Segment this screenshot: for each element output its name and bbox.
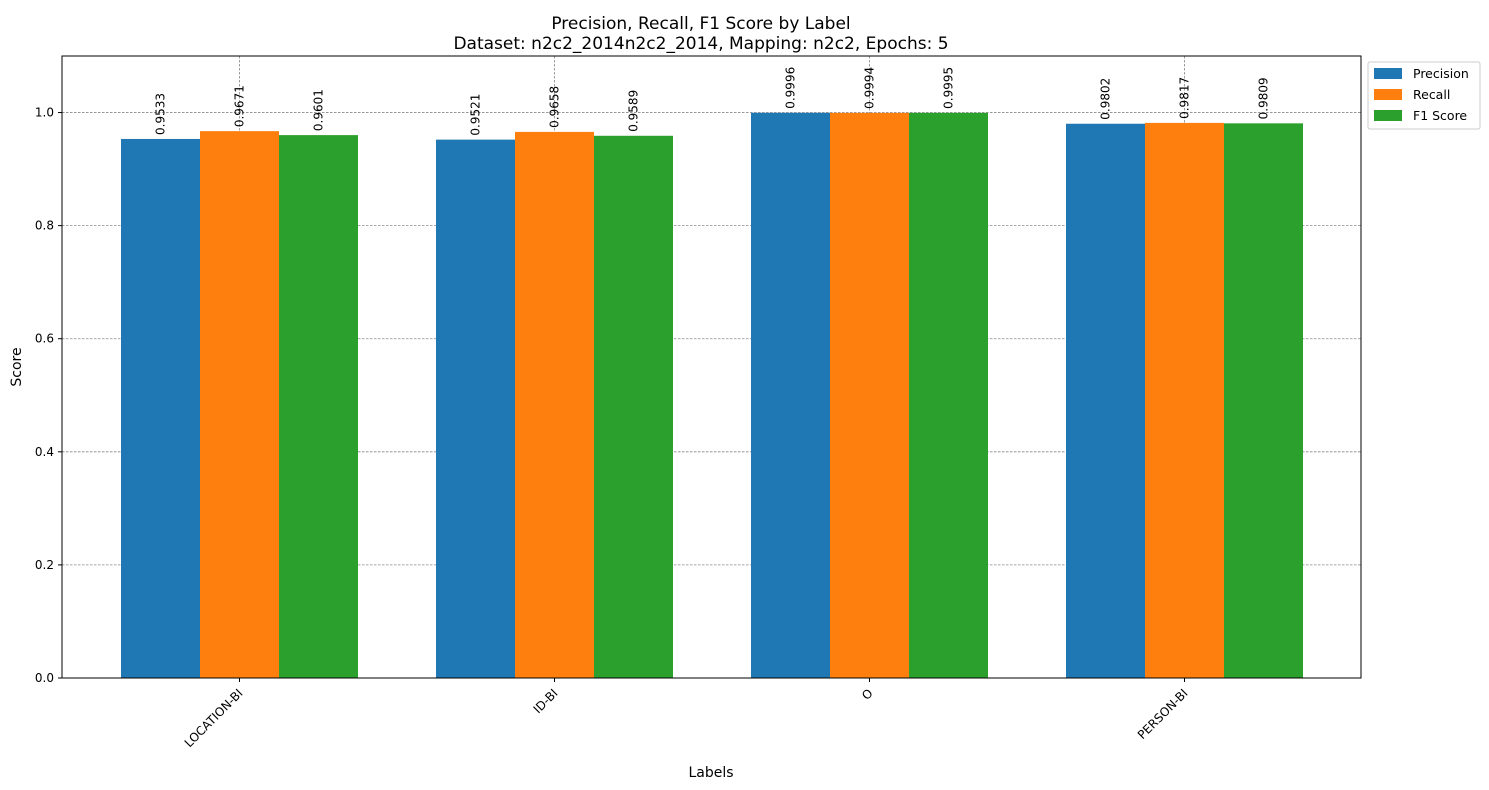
bar-value-label: 0.9802 bbox=[1099, 78, 1113, 120]
x-tick-label: LOCATION-BI bbox=[182, 686, 246, 750]
bar bbox=[1066, 123, 1145, 678]
bar-value-label: 0.9809 bbox=[1257, 77, 1271, 119]
bar bbox=[594, 135, 673, 678]
y-tick-label: 0.2 bbox=[35, 558, 54, 572]
legend-swatch bbox=[1374, 68, 1402, 79]
legend-entry: F1 Score bbox=[1413, 108, 1467, 123]
bar-value-label: 0.9521 bbox=[469, 94, 483, 136]
bar-value-label: 0.9589 bbox=[627, 90, 641, 132]
bar bbox=[279, 135, 358, 679]
bar bbox=[1224, 123, 1303, 678]
x-axis-ticks: LOCATION-BI ID-BI O PERSON-BI bbox=[182, 678, 1191, 750]
x-tick-label: O bbox=[859, 686, 876, 703]
bar bbox=[909, 112, 988, 678]
bar bbox=[200, 131, 279, 678]
bar bbox=[121, 138, 200, 679]
bar bbox=[1145, 122, 1224, 679]
legend-entry: Precision bbox=[1413, 66, 1469, 81]
y-tick-label: 0.6 bbox=[35, 332, 54, 346]
bar-value-label: 0.9996 bbox=[784, 67, 798, 109]
chart-subtitle: Dataset: n2c2_2014n2c2_2014, Mapping: n2… bbox=[453, 34, 948, 54]
x-axis-label: Labels bbox=[688, 765, 733, 781]
chart-title: Precision, Recall, F1 Score by Label bbox=[551, 14, 850, 34]
y-tick-label: 1.0 bbox=[35, 106, 54, 120]
bar bbox=[830, 112, 909, 679]
bars bbox=[121, 112, 1303, 679]
y-axis-label: Score bbox=[9, 347, 25, 386]
bar-value-label: 0.9671 bbox=[233, 85, 247, 127]
bar bbox=[515, 131, 594, 678]
x-tick-label: PERSON-BI bbox=[1135, 686, 1191, 742]
y-tick-label: 0.0 bbox=[35, 671, 54, 685]
y-axis-ticks: 0.0 0.2 0.4 0.6 0.8 1.0 bbox=[35, 106, 62, 685]
bar bbox=[751, 112, 830, 679]
bar-value-label: 0.9994 bbox=[863, 67, 877, 109]
x-tick-label: ID-BI bbox=[531, 686, 561, 716]
y-tick-label: 0.4 bbox=[35, 445, 54, 459]
bar-value-label: 0.9533 bbox=[154, 93, 168, 135]
bar-value-label: 0.9995 bbox=[942, 67, 956, 109]
bar-value-labels: 0.9533 0.9521 0.9996 0.9802 0.9671 0.9658 0.99… bbox=[154, 67, 1271, 136]
legend-entry: Recall bbox=[1413, 87, 1450, 102]
legend: Precision Recall F1 Score bbox=[1367, 61, 1481, 130]
bar-value-label: 0.9601 bbox=[312, 89, 326, 131]
bar-value-label: 0.9658 bbox=[548, 86, 562, 128]
bar bbox=[436, 139, 515, 678]
legend-swatch bbox=[1374, 110, 1402, 121]
y-tick-label: 0.8 bbox=[35, 219, 54, 233]
plot-frame bbox=[61, 55, 1362, 679]
bar-value-label: 0.9817 bbox=[1178, 77, 1192, 119]
legend-swatch bbox=[1374, 89, 1402, 100]
